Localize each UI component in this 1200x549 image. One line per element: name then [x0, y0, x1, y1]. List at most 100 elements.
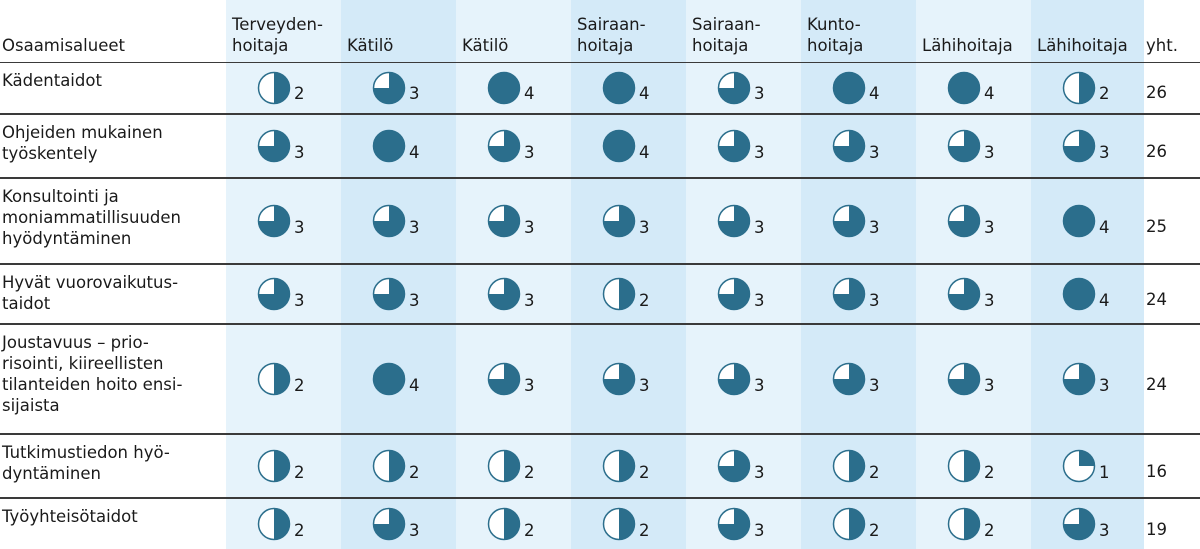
harvey-ball-icon — [1062, 129, 1096, 163]
score-cell: 4 — [456, 71, 571, 105]
score-cell: 3 — [916, 129, 1031, 163]
score-cell: 4 — [571, 71, 686, 105]
harvey-ball-icon — [487, 204, 521, 238]
harvey-ball-icon — [257, 129, 291, 163]
score-value: 2 — [869, 462, 880, 482]
harvey-ball-icon — [832, 507, 866, 541]
harvey-ball-icon — [832, 362, 866, 396]
score-cell: 3 — [686, 71, 801, 105]
score-cell: 2 — [571, 507, 686, 541]
score-value: 3 — [984, 290, 995, 310]
harvey-ball-icon — [602, 277, 636, 311]
row-total: 26 — [1146, 141, 1167, 161]
score-cell: 2 — [341, 449, 456, 483]
score-value: 4 — [984, 84, 995, 104]
score-cell: 3 — [686, 362, 801, 396]
score-value: 3 — [869, 375, 880, 395]
score-cell: 3 — [686, 507, 801, 541]
score-cell: 3 — [916, 277, 1031, 311]
harvey-ball-icon — [1062, 204, 1096, 238]
harvey-ball-icon — [717, 449, 751, 483]
harvey-ball-icon — [947, 449, 981, 483]
score-value: 3 — [409, 520, 420, 540]
harvey-ball-icon — [602, 204, 636, 238]
competency-label: Kädentaidot — [2, 70, 102, 90]
score-value: 3 — [409, 217, 420, 237]
score-value: 3 — [294, 290, 305, 310]
score-cell: 4 — [916, 71, 1031, 105]
score-value: 2 — [294, 375, 305, 395]
row-total: 16 — [1146, 461, 1167, 481]
score-cell: 3 — [226, 277, 341, 311]
harvey-ball-icon — [947, 507, 981, 541]
column-header: Sairaan- hoitaja — [692, 14, 761, 55]
competency-label: Työyhteisötaidot — [2, 507, 138, 526]
table-row: Konsultointi ja moniammatillisuuden hyöd… — [0, 177, 1200, 264]
harvey-ball-icon — [717, 277, 751, 311]
score-cell: 2 — [916, 507, 1031, 541]
harvey-ball-icon — [947, 277, 981, 311]
score-cell: 3 — [226, 204, 341, 238]
harvey-ball-icon — [372, 277, 406, 311]
score-cell: 3 — [1031, 507, 1144, 541]
harvey-ball-icon — [487, 507, 521, 541]
table-row: Ohjeiden mukainen työskentely 3 4 3 4 3 3 3 3 26 — [0, 113, 1200, 178]
row-total: 24 — [1146, 289, 1167, 309]
harvey-ball-icon — [717, 507, 751, 541]
score-value: 3 — [524, 375, 535, 395]
score-cell: 2 — [571, 277, 686, 311]
score-value: 3 — [869, 290, 880, 310]
score-cell: 3 — [686, 129, 801, 163]
score-value: 3 — [294, 142, 305, 162]
column-header: Kätilö — [347, 35, 394, 55]
harvey-ball-icon — [487, 277, 521, 311]
score-cell: 3 — [226, 129, 341, 163]
harvey-ball-icon — [372, 129, 406, 163]
harvey-ball-icon — [602, 129, 636, 163]
score-cell: 2 — [456, 449, 571, 483]
row-total: 24 — [1146, 374, 1167, 394]
harvey-ball-icon — [257, 449, 291, 483]
score-value: 3 — [984, 142, 995, 162]
score-cell: 3 — [456, 204, 571, 238]
harvey-ball-icon — [717, 129, 751, 163]
harvey-ball-icon — [257, 507, 291, 541]
score-value: 3 — [409, 84, 420, 104]
score-value: 2 — [524, 462, 535, 482]
score-cell: 2 — [226, 71, 341, 105]
score-value: 2 — [524, 520, 535, 540]
score-value: 2 — [294, 520, 305, 540]
score-value: 3 — [1099, 520, 1110, 540]
harvey-ball-icon — [487, 71, 521, 104]
score-value: 4 — [524, 84, 535, 104]
score-value: 2 — [984, 520, 995, 540]
score-cell: 4 — [1031, 204, 1144, 238]
competency-label: Tutkimustiedon hyö- dyntäminen — [2, 443, 170, 483]
score-value: 4 — [1099, 217, 1110, 237]
score-cell: 1 — [1031, 449, 1144, 483]
score-cell: 3 — [686, 449, 801, 483]
score-cell: 3 — [341, 71, 456, 105]
score-cell: 2 — [571, 449, 686, 483]
score-cell: 3 — [916, 362, 1031, 396]
table-row: Hyvät vuorovaikutus- taidot 3 3 3 2 3 3 3 4 24 — [0, 263, 1200, 324]
score-value: 2 — [984, 462, 995, 482]
harvey-ball-icon — [832, 449, 866, 483]
score-cell: 2 — [226, 449, 341, 483]
harvey-ball-icon — [832, 71, 866, 104]
score-value: 2 — [409, 462, 420, 482]
score-value: 2 — [294, 462, 305, 482]
harvey-ball-icon — [832, 277, 866, 311]
score-value: 3 — [294, 217, 305, 237]
score-value: 3 — [524, 290, 535, 310]
harvey-ball-icon — [717, 362, 751, 396]
harvey-ball-icon — [257, 204, 291, 238]
score-cell: 2 — [226, 362, 341, 396]
score-value: 3 — [639, 217, 650, 237]
score-value: 3 — [524, 142, 535, 162]
score-value: 4 — [639, 84, 650, 104]
table-row: Tutkimustiedon hyö- dyntäminen 2 2 2 2 3 2 2 1 16 — [0, 433, 1200, 498]
score-cell: 4 — [341, 362, 456, 396]
